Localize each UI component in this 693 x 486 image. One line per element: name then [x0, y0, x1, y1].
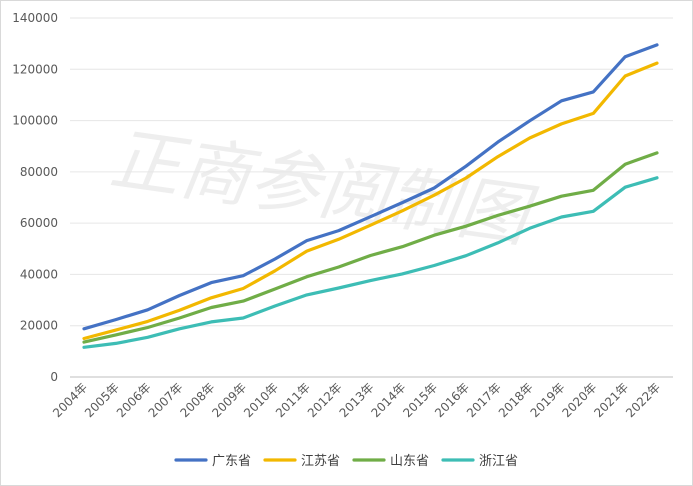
x-tick-label: 2007年 — [146, 380, 186, 420]
x-tick-label: 2015年 — [400, 380, 440, 420]
legend-item-1: 江苏省 — [263, 453, 340, 469]
y-axis-ticks: 0 20000 40000 60000 80000 100000 120000 140000 — [12, 11, 58, 384]
x-tick-label: 2009年 — [209, 380, 249, 420]
legend-item-2: 山东省 — [352, 454, 429, 469]
legend-item-3: 浙江省 — [441, 454, 518, 469]
y-tick-label: 140000 — [12, 11, 58, 25]
series-line-2 — [82, 151, 659, 344]
y-tick-label: 60000 — [20, 216, 58, 230]
x-tick-label: 2014年 — [368, 380, 408, 420]
x-tick-label: 2008年 — [177, 380, 217, 420]
y-tick-label: 100000 — [12, 114, 58, 128]
x-tick-label: 2016年 — [432, 380, 472, 420]
x-tick-label: 2013年 — [337, 380, 377, 420]
x-tick-label: 2021年 — [591, 380, 631, 420]
series-line-3 — [82, 176, 659, 349]
legend-item-0: 广东省 — [174, 454, 251, 469]
x-tick-label: 2004年 — [50, 380, 90, 420]
legend-label: 广东省 — [212, 454, 251, 469]
x-tick-label: 2018年 — [496, 380, 536, 420]
x-tick-label: 2005年 — [82, 380, 122, 420]
legend-label: 江苏省 — [301, 453, 340, 469]
x-tick-label: 2006年 — [114, 380, 154, 420]
x-tick-label: 2010年 — [241, 380, 281, 420]
legend: 广东省 江苏省 山东省 浙江省 — [174, 453, 518, 469]
x-tick-label: 2019年 — [528, 380, 568, 420]
legend-label: 浙江省 — [479, 454, 518, 469]
x-axis-ticks: 2004年2005年2006年2007年2008年2009年2010年2011年… — [50, 380, 663, 420]
x-tick-label: 2012年 — [305, 380, 345, 420]
x-tick-label: 2017年 — [464, 380, 504, 420]
series-line-0 — [82, 43, 659, 331]
series-lines — [82, 43, 659, 349]
x-tick-label: 2020年 — [559, 380, 599, 420]
y-tick-label: 80000 — [20, 165, 58, 179]
legend-label: 山东省 — [390, 454, 429, 469]
y-tick-label: 0 — [50, 370, 58, 384]
x-tick-label: 2022年 — [623, 380, 663, 420]
watermark-text: 正商参阅制图 — [106, 118, 542, 259]
y-tick-label: 20000 — [20, 319, 58, 333]
y-tick-label: 40000 — [20, 267, 58, 281]
series-line-1 — [82, 61, 659, 341]
y-tick-label: 120000 — [12, 62, 58, 76]
x-tick-label: 2011年 — [273, 380, 313, 420]
